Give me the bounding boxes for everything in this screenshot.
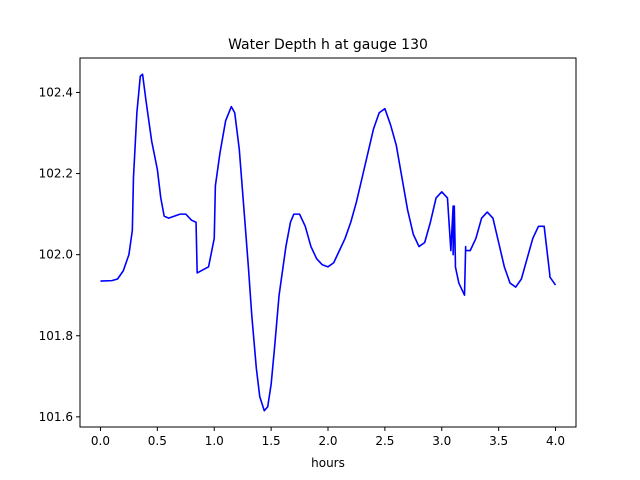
y-tick-label: 101.8 [39, 329, 73, 343]
x-tick-label: 0.5 [148, 434, 167, 448]
y-tick-label: 102.0 [39, 248, 73, 262]
y-tick-label: 102.2 [39, 167, 73, 181]
x-tick-label: 1.5 [262, 434, 281, 448]
y-tick-label: 101.6 [39, 410, 73, 424]
x-tick-label: 0.0 [91, 434, 110, 448]
y-tick-label: 102.4 [39, 85, 73, 99]
x-tick-label: 2.0 [318, 434, 337, 448]
x-tick-label: 3.5 [489, 434, 508, 448]
y-axis: 101.6 101.8 102.0 102.2 102.4 [39, 85, 80, 424]
x-axis: 0.0 0.5 1.0 1.5 2.0 2.5 3.0 3.5 4.0 [91, 427, 565, 448]
x-tick-label: 3.0 [432, 434, 451, 448]
chart-title: Water Depth h at gauge 130 [228, 37, 428, 53]
x-tick-label: 2.5 [375, 434, 394, 448]
plot-lines [100, 73, 557, 412]
x-tick-label: 4.0 [546, 434, 565, 448]
series-line-0 [100, 73, 557, 412]
plot-frame [79, 57, 577, 428]
x-tick-label: 1.0 [205, 434, 224, 448]
x-axis-label: hours [311, 456, 345, 470]
